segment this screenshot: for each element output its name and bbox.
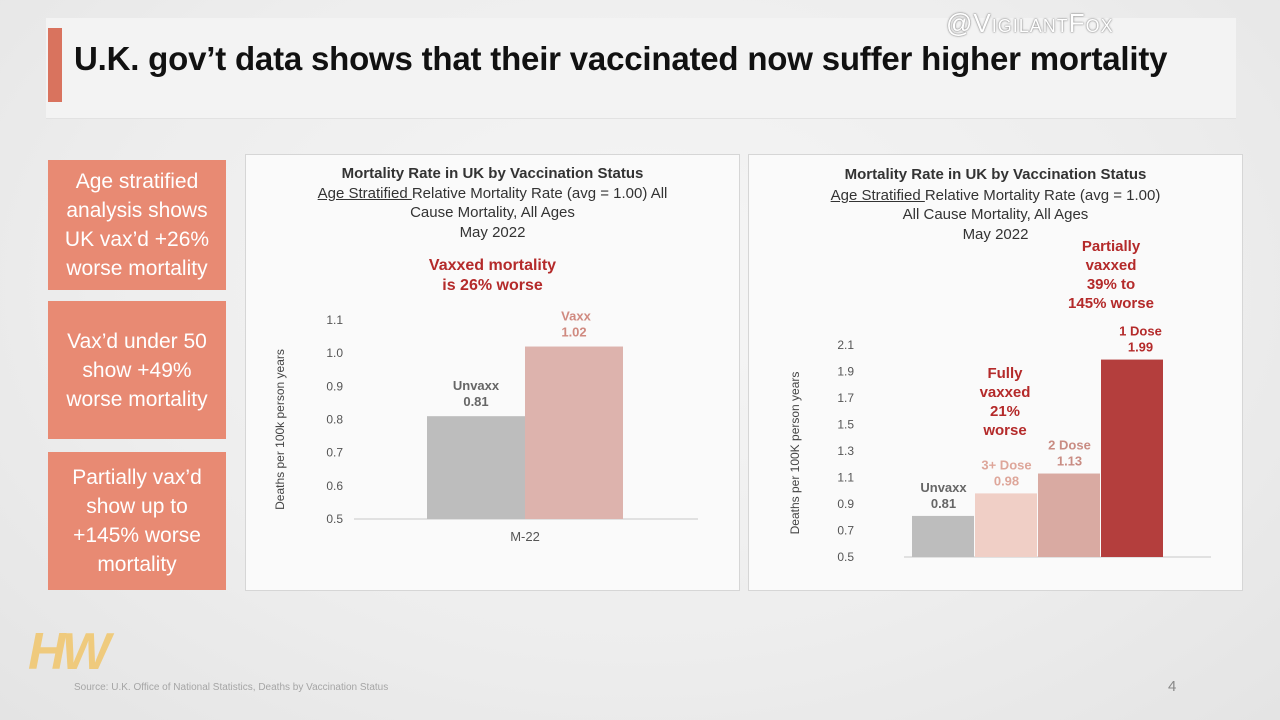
chart1-subtitle-line1: Age Stratified Relative Mortality Rate (…: [246, 184, 739, 203]
chart2-data-label-1: 0.98: [994, 473, 1019, 488]
callout-age-stratified: Age stratified analysis shows UK vax’d +…: [48, 160, 226, 290]
hw-logo: HW: [28, 623, 111, 681]
chart2-bar-0: [912, 515, 974, 557]
chart1-data-label-0: 0.81: [463, 394, 488, 409]
chart1-ytick-6: 1.1: [326, 313, 343, 327]
chart1-subtitle-line2: Cause Mortality, All Ages: [410, 204, 575, 221]
chart2-ytick-7: 1.9: [837, 365, 854, 379]
chart2-bar-3: [1101, 359, 1163, 557]
chart1-subtitle-underlined: Age Stratified: [317, 185, 412, 202]
chart2-ytick-6: 1.7: [837, 391, 854, 405]
chart1-subtitle-line3: May 2022: [459, 224, 526, 241]
chart2-ytick-2: 0.9: [837, 497, 854, 511]
chart1-series-name-1: Vaxx: [561, 309, 591, 324]
chart2-bar-name-3: 1 Dose: [1119, 324, 1162, 339]
chart2-title: Mortality Rate in UK by Vaccination Stat…: [844, 166, 1147, 183]
chart1-ytick-0: 0.5: [326, 512, 343, 526]
chart2-data-label-2: 1.13: [1057, 454, 1082, 469]
chart1-ytick-5: 1.0: [326, 346, 343, 360]
chart2-bar-1: [975, 493, 1037, 557]
chart2-data-label-3: 1.99: [1128, 340, 1153, 355]
chart1-title: Mortality Rate in UK by Vaccination Stat…: [341, 165, 644, 182]
chart2-ytick-5: 1.5: [837, 418, 854, 432]
chart2-annotation-partial-2: 39% to: [1087, 276, 1135, 293]
chart2-annotation-partial-3: 145% worse: [1068, 295, 1154, 312]
page-number: 4: [1168, 678, 1177, 695]
chart1-ytick-2: 0.7: [326, 446, 343, 460]
callout-partially-vaxd: Partially vax’d show up to +145% worse m…: [48, 452, 226, 590]
chart2-annotation-partial-1: vaxxed: [1086, 257, 1137, 274]
chart2-subtitle-line2: All Cause Mortality, All Ages: [902, 206, 1089, 223]
chart2-annotation-fully-1: vaxxed: [980, 384, 1031, 401]
chart2-ytick-3: 1.1: [837, 471, 854, 485]
chart2-ytick-4: 1.3: [837, 444, 854, 458]
chart1-annotation-line2: is 26% worse: [442, 277, 543, 294]
chart2-annotation-partial-0: Partially: [1082, 238, 1141, 255]
chart-panel-1: Mortality Rate in UK by Vaccination Stat…: [245, 154, 740, 591]
chart2-subtitle-line1: Age Stratified Relative Mortality Rate (…: [749, 186, 1242, 205]
chart2-subtitle-underlined: Age Stratified: [830, 187, 925, 204]
chart2-ytick-0: 0.5: [837, 550, 854, 564]
chart1-plot: 0.5 0.6 0.7 0.8 0.9 1.0 1.1 Deaths per 100k per…: [273, 309, 698, 544]
title-accent-bar: [48, 28, 62, 102]
chart1-ylabel: Deaths per 100k person years: [273, 349, 287, 510]
chart1-bar-vaxx: [525, 346, 623, 519]
chart2-ylabel: Deaths per 100K person years: [788, 372, 802, 535]
header-band: [46, 18, 1236, 119]
chart2-subtitle-line3: May 2022: [962, 226, 1029, 243]
chart1-data-label-1: 1.02: [561, 325, 586, 340]
chart2-annotation-fully-0: Fully: [987, 365, 1023, 382]
source-note: Source: U.K. Office of National Statisti…: [74, 682, 389, 693]
chart2-plot: 0.5 0.7 0.9 1.1 1.3 1.5 1.7 1.9 2.1 Deaths per 10…: [788, 238, 1211, 564]
chart1-bar-unvaxx: [427, 416, 525, 519]
chart2-data-label-0: 0.81: [931, 496, 956, 511]
chart1-annotation-line1: Vaxxed mortality: [428, 257, 557, 274]
chart1-series-name-0: Unvaxx: [453, 378, 500, 393]
chart2-ytick-8: 2.1: [837, 338, 854, 352]
chart2-bar-name-1: 3+ Dose: [981, 457, 1031, 472]
chart2-ytick-1: 0.7: [837, 524, 854, 538]
chart2-annotation-fully-2: 21%: [990, 403, 1020, 420]
chart1-xtick-0: M-22: [510, 529, 540, 544]
chart2-bar-2: [1038, 473, 1100, 557]
slide-title: U.K. gov’t data shows that their vaccina…: [74, 40, 1168, 77]
chart1-subtitle-rest: Relative Mortality Rate (avg = 1.00) All: [411, 185, 668, 202]
chart2-subtitle-rest: Relative Mortality Rate (avg = 1.00): [924, 187, 1161, 204]
chart1-ytick-4: 0.9: [326, 379, 343, 393]
watermark: @VigilantFox: [946, 8, 1114, 38]
chart2-bar-name-0: Unvaxx: [920, 480, 967, 495]
chart2-bar-name-2: 2 Dose: [1048, 438, 1091, 453]
callout-under-50: Vax’d under 50 show +49% worse mortality: [48, 301, 226, 439]
chart1-ytick-3: 0.8: [326, 413, 343, 427]
chart1-ytick-1: 0.6: [326, 479, 343, 493]
chart2-annotation-fully-3: worse: [982, 422, 1026, 439]
chart-panel-2: Mortality Rate in UK by Vaccination Stat…: [748, 154, 1243, 591]
